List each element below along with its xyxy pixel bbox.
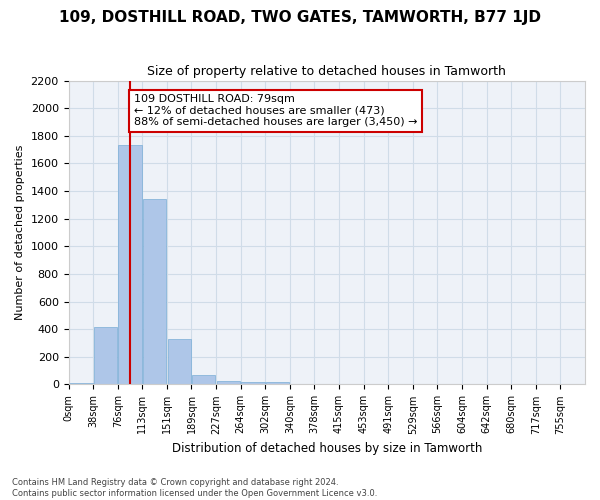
Bar xyxy=(192,375,215,384)
Bar xyxy=(217,381,240,384)
Bar xyxy=(167,339,191,384)
Text: 109 DOSTHILL ROAD: 79sqm
← 12% of detached houses are smaller (473)
88% of semi-: 109 DOSTHILL ROAD: 79sqm ← 12% of detach… xyxy=(134,94,417,128)
Bar xyxy=(94,327,117,384)
Bar xyxy=(241,382,265,384)
Text: Contains HM Land Registry data © Crown copyright and database right 2024.
Contai: Contains HM Land Registry data © Crown c… xyxy=(12,478,377,498)
X-axis label: Distribution of detached houses by size in Tamworth: Distribution of detached houses by size … xyxy=(172,442,482,455)
Y-axis label: Number of detached properties: Number of detached properties xyxy=(15,145,25,320)
Bar xyxy=(69,383,92,384)
Bar xyxy=(118,146,142,384)
Bar xyxy=(143,198,166,384)
Bar xyxy=(266,382,289,384)
Text: 109, DOSTHILL ROAD, TWO GATES, TAMWORTH, B77 1JD: 109, DOSTHILL ROAD, TWO GATES, TAMWORTH,… xyxy=(59,10,541,25)
Title: Size of property relative to detached houses in Tamworth: Size of property relative to detached ho… xyxy=(148,65,506,78)
